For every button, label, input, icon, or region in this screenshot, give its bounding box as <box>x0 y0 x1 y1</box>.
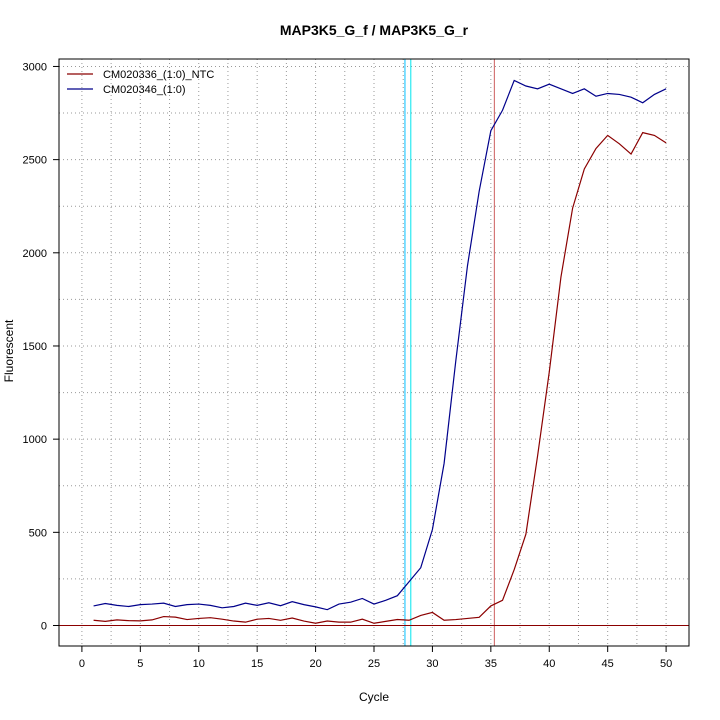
y-tick-label: 1000 <box>23 434 47 446</box>
x-tick-label: 0 <box>79 658 85 670</box>
x-tick-label: 30 <box>426 658 438 670</box>
y-tick-label: 2500 <box>23 155 47 167</box>
y-axis-label: Fluorescent <box>2 319 16 382</box>
legend: CM020336_(1:0)_NTC CM020346_(1:0) <box>67 69 214 96</box>
legend-label: CM020346_(1:0) <box>103 84 186 96</box>
x-tick-label: 15 <box>251 658 263 670</box>
grid <box>59 59 689 646</box>
x-tick-label: 10 <box>193 658 205 670</box>
series-lines <box>93 79 667 624</box>
x-tick-label: 25 <box>368 658 380 670</box>
x-tick-label: 40 <box>543 658 555 670</box>
y-tick-label: 3000 <box>23 61 47 73</box>
y-tick-label: 0 <box>41 621 47 633</box>
x-tick-label: 50 <box>660 658 672 670</box>
y-tick-label: 2000 <box>23 248 47 260</box>
x-tick-label: 35 <box>485 658 497 670</box>
x-tick-label: 45 <box>602 658 614 670</box>
y-tick-label: 500 <box>29 527 47 539</box>
series-line-1 <box>93 131 667 624</box>
axes: 0 5 10 15 20 25 30 35 40 45 5005001000150020002500… <box>23 61 673 670</box>
x-tick-label: 5 <box>137 658 143 670</box>
legend-label: CM020336_(1:0)_NTC <box>103 69 214 81</box>
reference-lines <box>59 59 689 646</box>
chart-title: MAP3K5_G_f / MAP3K5_G_r <box>280 22 469 38</box>
series-line-2 <box>93 79 667 611</box>
x-tick-label: 20 <box>309 658 321 670</box>
y-tick-label: 1500 <box>23 341 47 353</box>
x-axis-label: Cycle <box>359 690 389 704</box>
